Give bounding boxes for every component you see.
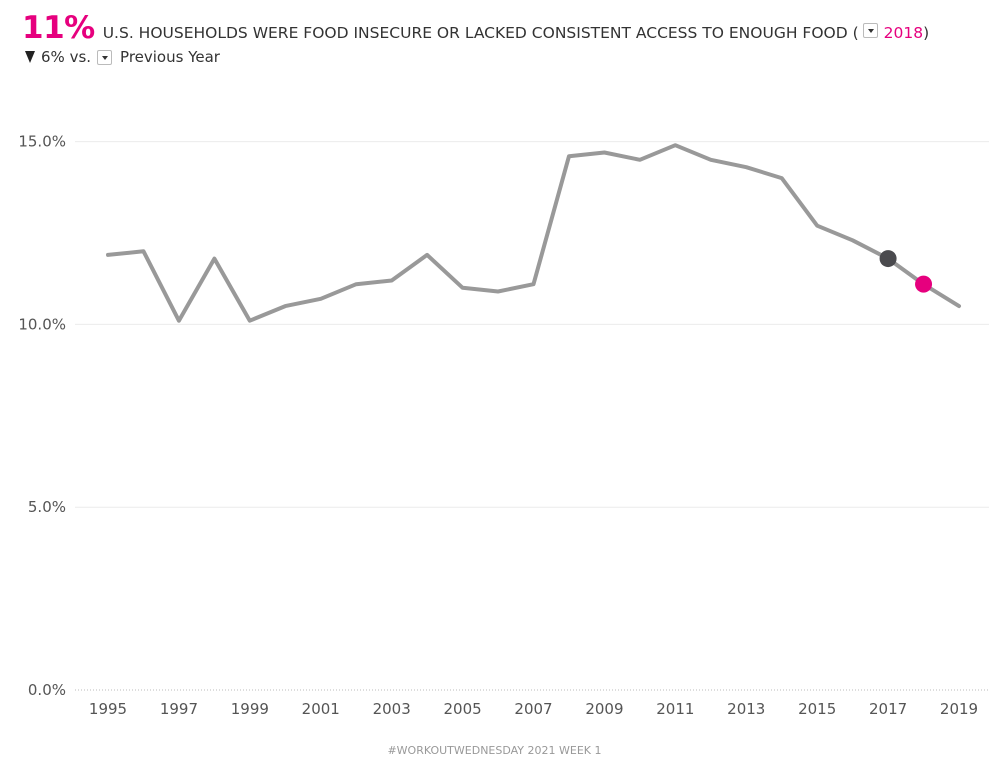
footer-text: #WORKOUTWEDNESDAY 2021 WEEK 1 [387,744,602,757]
selected-year-point [915,275,933,293]
selected-year: 2018 [883,24,924,42]
x-tick-label: 2003 [373,700,411,718]
x-tick-label: 2019 [940,700,978,718]
chevron-down-icon [102,55,109,60]
y-tick-label: 0.0% [28,681,66,699]
comparison-label: Previous Year [120,48,220,66]
x-tick-label: 2013 [727,700,765,718]
chevron-down-icon [867,29,874,33]
year-dropdown[interactable] [862,23,878,38]
x-tick-label: 2001 [302,700,340,718]
x-tick-label: 2007 [514,700,552,718]
x-tick-label: 2015 [798,700,836,718]
x-tick-label: 1997 [160,700,198,718]
title-close-paren: ) [923,24,930,42]
x-tick-label: 2005 [443,700,481,718]
kpi-header: 11% U.S. HOUSEHOLDS WERE FOOD INSECURE O… [22,10,929,50]
y-tick-label: 15.0% [18,133,66,151]
comparison-line: 6% vs. Previous Year [25,48,220,66]
previous-year-point [879,250,897,268]
x-tick-label: 2009 [585,700,623,718]
series-line [106,143,961,323]
x-tick-label: 2017 [869,700,907,718]
x-tick-label: 1999 [231,700,269,718]
kpi-title: U.S. HOUSEHOLDS WERE FOOD INSECURE OR LA… [102,24,859,42]
comparison-dropdown[interactable] [97,49,113,65]
kpi-value: 11% [22,10,95,46]
change-text: 6% vs. [41,48,92,66]
x-tick-label: 2011 [656,700,694,718]
down-triangle-icon [25,51,35,63]
y-tick-label: 10.0% [18,315,66,333]
y-tick-label: 5.0% [28,498,66,516]
line-chart: 0.0% 5.0% 10.0% 15.0% 1995 1997 1999 2001 2003 20… [18,133,989,718]
x-tick-label: 1995 [89,700,127,718]
